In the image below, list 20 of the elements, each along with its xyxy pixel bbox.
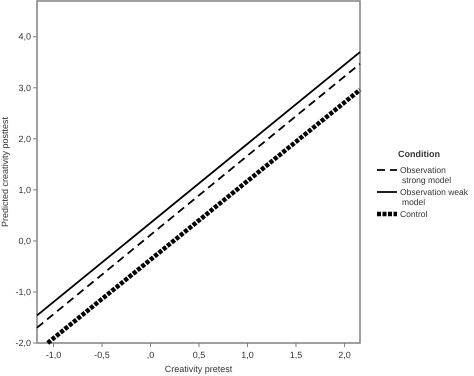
x-tick-label: -0,5 (94, 350, 110, 360)
x-tick-label: 1,5 (290, 350, 302, 360)
x-tick-label: 0,5 (192, 350, 206, 360)
legend-title: Condition (398, 149, 440, 159)
y-tick-label: 3,0 (18, 82, 31, 93)
y-tick-label: 0,0 (18, 236, 31, 246)
x-tick-label: -1,0 (46, 350, 62, 360)
legend-label: Observation weak model (400, 187, 469, 207)
y-tick-label: 2,0 (18, 134, 31, 144)
y-tick-label: -1,0 (15, 286, 31, 297)
legend-label: Observation strong model (400, 165, 452, 185)
y-tick-label: 1,0 (18, 184, 31, 195)
legend-label: Control (400, 209, 428, 219)
y-tick-label: 4,0 (18, 32, 31, 42)
x-tick-label: 2,0 (338, 350, 351, 360)
x-tick-label: ,0 (146, 350, 154, 360)
x-tick-label: 1,0 (241, 350, 254, 360)
y-axis-title: Predicted creativity posttest (0, 116, 10, 228)
x-axis-title: Creativity pretest (164, 364, 233, 374)
y-tick-label: -2,0 (15, 338, 31, 348)
